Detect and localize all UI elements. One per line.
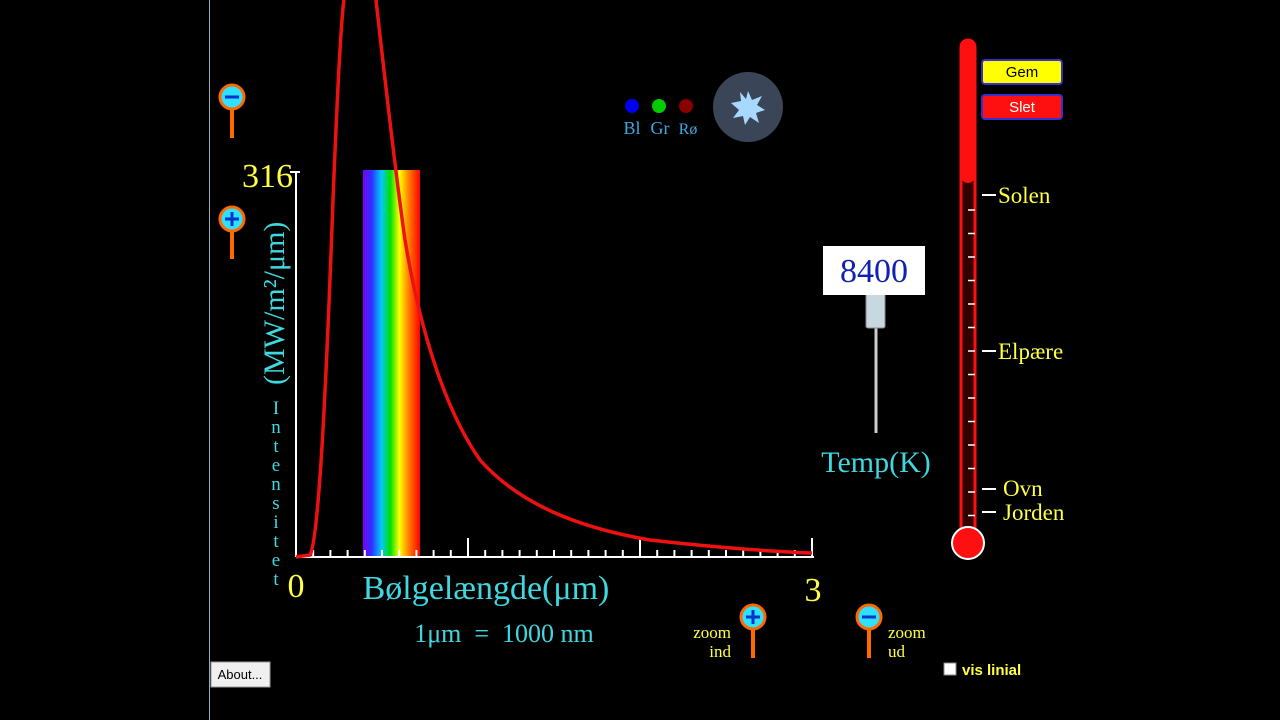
zoom-x-out[interactable] <box>855 603 883 658</box>
zoom-in-label: ind <box>709 642 731 661</box>
zoom-out-label: zoom <box>888 623 926 642</box>
thermometer <box>951 38 985 560</box>
zoom-y-in[interactable] <box>218 205 246 259</box>
y-axis-label: (MW/m²/μm) <box>258 222 291 385</box>
about-button[interactable] <box>210 661 271 688</box>
red-label: Rø <box>679 121 698 138</box>
x-min-label: 0 <box>288 568 305 605</box>
zoom-x-in[interactable] <box>739 603 767 658</box>
ruler-label: vis linial <box>962 662 1021 679</box>
zoom-y-out[interactable] <box>218 83 246 138</box>
slider-knob[interactable] <box>865 292 886 329</box>
green-dot <box>652 99 666 113</box>
blue-label: Bl <box>623 118 640 138</box>
mark-label: Solen <box>998 183 1051 208</box>
x-ticks <box>312 538 813 557</box>
mark-label: Ovn <box>1003 476 1043 501</box>
delete-button-label: Slet <box>1009 99 1036 116</box>
visible-spectrum <box>363 170 420 556</box>
y-max-label: 316 <box>242 158 293 195</box>
green-label: Gr <box>651 118 670 138</box>
blue-dot <box>625 99 639 113</box>
mark-label: Jorden <box>1003 500 1065 525</box>
intensity-curve <box>295 0 813 559</box>
temperature-value: 8400 <box>840 253 908 290</box>
red-dot <box>679 99 693 113</box>
star-icon <box>713 72 783 142</box>
y-axis-caption: Intensitet <box>266 398 287 588</box>
x-note: 1μm = 1000 nm <box>414 619 594 648</box>
zoom-in-label: zoom <box>693 623 731 642</box>
temperature-label: Temp(K) <box>821 446 931 479</box>
save-button-label: Gem <box>1006 64 1039 81</box>
zoom-out-label: ud <box>888 642 906 661</box>
delete-button[interactable] <box>981 94 1063 120</box>
ruler-checkbox[interactable] <box>943 662 957 676</box>
save-button[interactable] <box>981 59 1063 85</box>
thermometer-marks <box>982 194 996 513</box>
x-axis-label: Bølgelængde(μm) <box>363 570 610 607</box>
temperature-box <box>823 246 925 295</box>
mark-label: Elpære <box>998 339 1063 364</box>
about-button-label: About... <box>218 667 263 682</box>
x-max-label: 3 <box>805 572 822 609</box>
